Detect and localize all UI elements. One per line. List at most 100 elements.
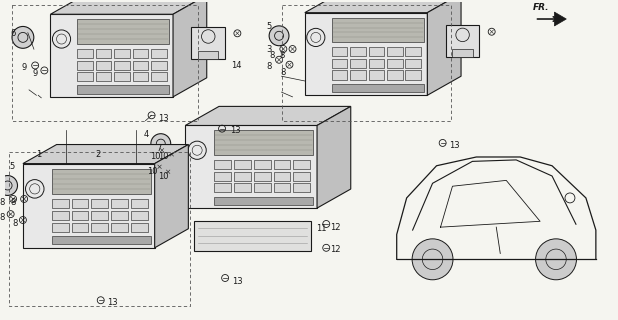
Polygon shape [131, 199, 148, 208]
Polygon shape [305, 0, 461, 13]
Polygon shape [387, 47, 402, 56]
Polygon shape [151, 60, 167, 69]
Polygon shape [72, 211, 88, 220]
Polygon shape [405, 47, 421, 56]
Polygon shape [185, 106, 351, 125]
Polygon shape [133, 60, 148, 69]
Polygon shape [254, 172, 271, 181]
Polygon shape [350, 59, 366, 68]
Text: 5: 5 [9, 162, 15, 171]
Polygon shape [317, 106, 351, 208]
Polygon shape [332, 47, 347, 56]
Text: 13: 13 [158, 114, 168, 123]
Polygon shape [387, 70, 402, 79]
Polygon shape [274, 172, 290, 181]
Polygon shape [446, 25, 480, 57]
Text: 8: 8 [11, 198, 16, 207]
Polygon shape [91, 222, 108, 232]
Text: 8: 8 [267, 62, 272, 71]
Polygon shape [77, 49, 93, 58]
Polygon shape [91, 211, 108, 220]
Polygon shape [131, 211, 148, 220]
Polygon shape [214, 131, 313, 155]
Text: 10: 10 [158, 152, 169, 161]
Text: 8: 8 [281, 68, 286, 77]
Polygon shape [368, 59, 384, 68]
Polygon shape [131, 222, 148, 232]
Polygon shape [332, 84, 424, 92]
Polygon shape [51, 0, 207, 14]
Circle shape [412, 239, 453, 280]
Polygon shape [234, 183, 251, 192]
Polygon shape [133, 49, 148, 58]
Polygon shape [114, 49, 130, 58]
Polygon shape [77, 60, 93, 69]
Polygon shape [52, 211, 69, 220]
Text: 9: 9 [21, 63, 27, 72]
Polygon shape [195, 221, 311, 251]
Polygon shape [23, 145, 188, 164]
Polygon shape [52, 169, 151, 194]
Polygon shape [332, 18, 424, 42]
Text: FR.: FR. [533, 3, 549, 12]
Polygon shape [405, 70, 421, 79]
Polygon shape [114, 60, 130, 69]
Text: 8: 8 [0, 198, 5, 207]
Polygon shape [350, 47, 366, 56]
Polygon shape [51, 14, 173, 97]
Polygon shape [332, 70, 347, 79]
Text: 13: 13 [230, 126, 240, 135]
Polygon shape [274, 183, 290, 192]
Text: 8: 8 [12, 219, 17, 228]
Polygon shape [111, 222, 128, 232]
Polygon shape [91, 199, 108, 208]
Text: 12: 12 [331, 223, 341, 232]
Polygon shape [214, 183, 231, 192]
Polygon shape [198, 51, 218, 59]
Polygon shape [72, 222, 88, 232]
Circle shape [151, 134, 171, 154]
Text: 4: 4 [143, 131, 149, 140]
Polygon shape [387, 59, 402, 68]
Polygon shape [77, 72, 93, 81]
Text: 2: 2 [95, 149, 101, 159]
Polygon shape [368, 70, 384, 79]
Polygon shape [294, 183, 310, 192]
Text: 12: 12 [331, 245, 341, 254]
Polygon shape [111, 211, 128, 220]
Polygon shape [427, 0, 461, 95]
Polygon shape [368, 47, 384, 56]
Text: 8: 8 [0, 213, 5, 222]
Polygon shape [452, 49, 473, 57]
Polygon shape [133, 72, 148, 81]
Polygon shape [111, 199, 128, 208]
Polygon shape [554, 12, 566, 26]
Text: 7: 7 [156, 144, 161, 153]
Polygon shape [214, 172, 231, 181]
Text: 6: 6 [11, 29, 16, 38]
Polygon shape [214, 160, 231, 169]
Polygon shape [192, 27, 225, 59]
Polygon shape [185, 125, 317, 208]
Text: 11: 11 [316, 224, 326, 233]
Text: 10: 10 [147, 167, 158, 176]
Polygon shape [77, 19, 169, 44]
Text: 1: 1 [36, 149, 41, 159]
Polygon shape [114, 72, 130, 81]
Circle shape [269, 26, 289, 46]
Text: 8: 8 [279, 51, 284, 60]
Text: 10: 10 [150, 152, 160, 161]
Polygon shape [52, 199, 69, 208]
Circle shape [536, 239, 577, 280]
Polygon shape [254, 160, 271, 169]
Polygon shape [214, 196, 313, 205]
Polygon shape [294, 160, 310, 169]
Circle shape [12, 27, 34, 48]
Polygon shape [332, 59, 347, 68]
Polygon shape [23, 164, 154, 248]
Polygon shape [350, 70, 366, 79]
Polygon shape [234, 160, 251, 169]
Text: 10: 10 [158, 172, 169, 181]
Text: 13: 13 [108, 298, 118, 307]
Text: 5: 5 [267, 22, 272, 31]
